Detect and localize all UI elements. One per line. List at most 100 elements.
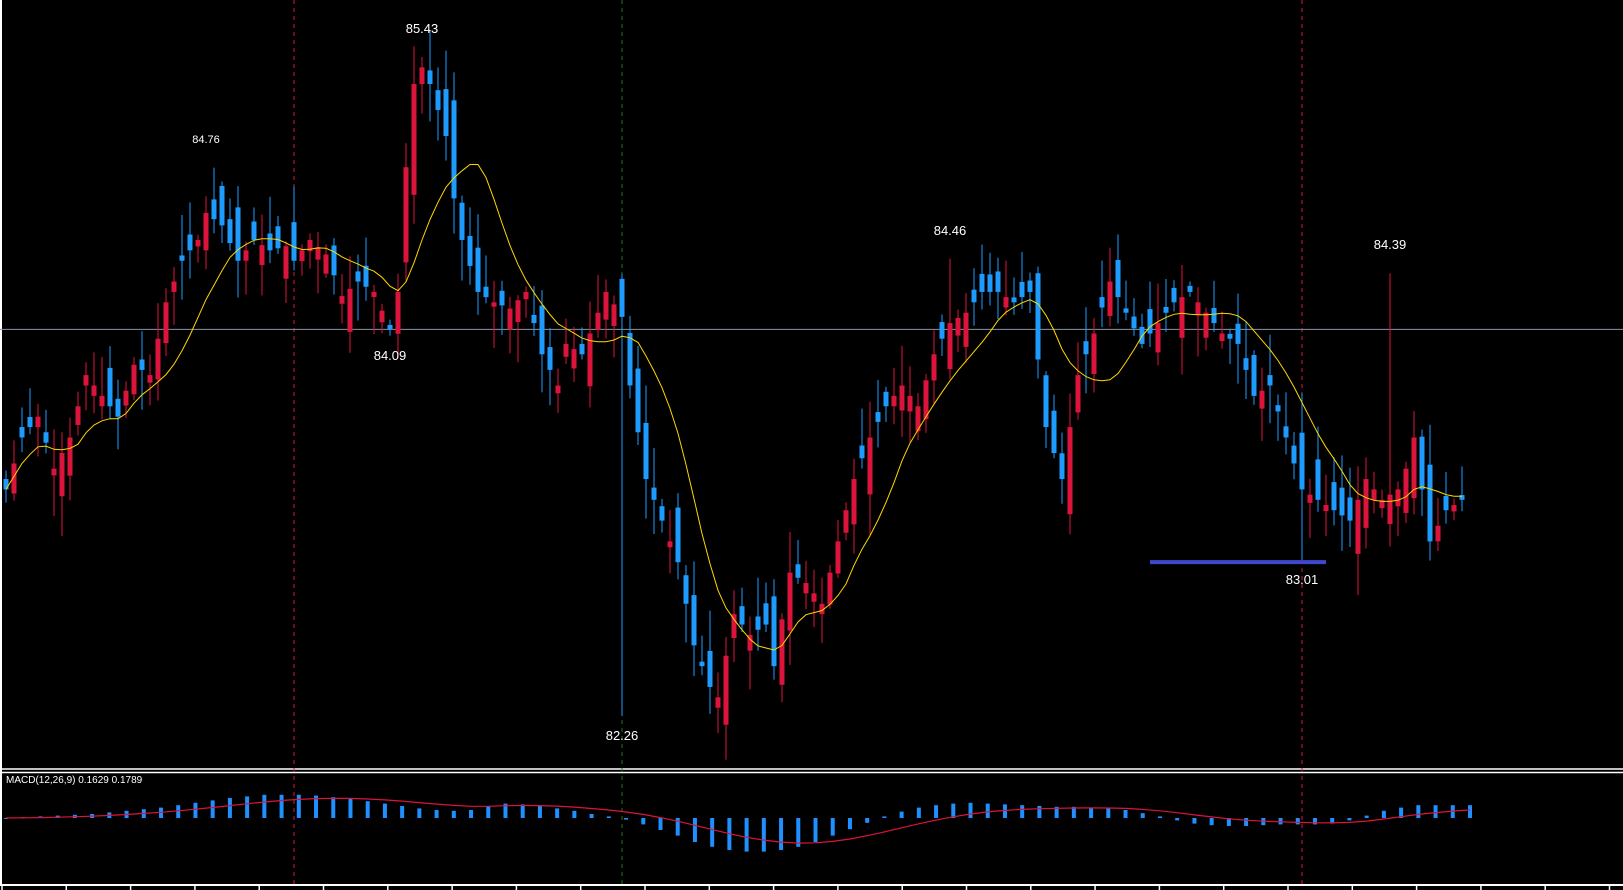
bullish-candle[interactable] [1195, 302, 1201, 316]
bullish-candle[interactable] [379, 310, 385, 323]
bullish-candle[interactable] [1355, 499, 1361, 554]
bullish-candle[interactable] [1203, 312, 1209, 338]
bearish-candle[interactable] [883, 391, 889, 407]
bearish-candle[interactable] [683, 575, 689, 604]
bearish-candle[interactable] [1299, 432, 1305, 490]
bearish-candle[interactable] [1275, 405, 1281, 412]
bullish-candle[interactable] [259, 245, 265, 266]
bearish-candle[interactable] [707, 650, 713, 687]
bearish-candle[interactable] [531, 314, 537, 324]
bullish-candle[interactable] [1411, 437, 1417, 499]
bullish-candle[interactable] [195, 239, 201, 247]
bearish-candle[interactable] [875, 412, 881, 422]
bullish-candle[interactable] [779, 619, 785, 685]
bearish-candle[interactable] [619, 278, 625, 317]
bullish-candle[interactable] [1379, 499, 1385, 509]
bearish-candle[interactable] [387, 324, 393, 330]
bearish-candle[interactable] [1011, 297, 1017, 303]
bullish-candle[interactable] [1259, 390, 1265, 409]
bearish-candle[interactable] [651, 487, 657, 500]
bearish-candle[interactable] [1283, 426, 1289, 438]
bearish-candle[interactable] [427, 70, 433, 85]
bearish-candle[interactable] [107, 367, 113, 407]
bearish-candle[interactable] [467, 235, 473, 266]
bullish-candle[interactable] [947, 323, 953, 370]
bullish-candle[interactable] [155, 338, 161, 380]
bearish-candle[interactable] [547, 347, 553, 370]
bullish-candle[interactable] [667, 541, 673, 548]
bearish-candle[interactable] [771, 596, 777, 667]
bullish-candle[interactable] [59, 453, 65, 497]
bullish-candle[interactable] [515, 300, 521, 323]
bullish-candle[interactable] [867, 437, 873, 495]
bullish-candle[interactable] [923, 380, 929, 419]
bullish-candle[interactable] [203, 212, 209, 251]
bearish-candle[interactable] [1059, 453, 1065, 480]
bearish-candle[interactable] [483, 286, 489, 298]
bearish-candle[interactable] [235, 207, 241, 261]
bullish-candle[interactable] [403, 167, 409, 263]
bullish-candle[interactable] [67, 437, 73, 476]
bullish-candle[interactable] [411, 84, 417, 195]
bearish-candle[interactable] [987, 274, 993, 292]
bearish-candle[interactable] [1163, 306, 1169, 313]
bearish-candle[interactable] [187, 234, 193, 251]
bullish-candle[interactable] [731, 614, 737, 639]
bearish-candle[interactable] [1315, 459, 1321, 500]
bullish-candle[interactable] [83, 375, 89, 386]
bearish-candle[interactable] [995, 271, 1001, 292]
bearish-candle[interactable] [115, 398, 121, 417]
bullish-candle[interactable] [51, 468, 57, 476]
bullish-candle[interactable] [819, 603, 825, 615]
bearish-candle[interactable] [1035, 273, 1041, 360]
bearish-candle[interactable] [699, 661, 705, 667]
bullish-candle[interactable] [1155, 323, 1161, 353]
bearish-candle[interactable] [1235, 323, 1241, 344]
bullish-candle[interactable] [347, 288, 353, 332]
bearish-candle[interactable] [1099, 297, 1105, 308]
bullish-candle[interactable] [147, 375, 153, 383]
bearish-candle[interactable] [1043, 375, 1049, 428]
bullish-candle[interactable] [843, 510, 849, 533]
bearish-candle[interactable] [1251, 355, 1257, 396]
bearish-candle[interactable] [1339, 487, 1345, 516]
bullish-candle[interactable] [523, 291, 529, 300]
bearish-candle[interactable] [1187, 285, 1193, 292]
bearish-candle[interactable] [1171, 287, 1177, 303]
bullish-candle[interactable] [283, 246, 289, 279]
bearish-candle[interactable] [3, 479, 9, 490]
bullish-candle[interactable] [963, 312, 969, 347]
bullish-candle[interactable] [1075, 375, 1081, 413]
bearish-candle[interactable] [1131, 316, 1137, 329]
bullish-candle[interactable] [1091, 333, 1097, 375]
bearish-candle[interactable] [979, 273, 985, 292]
bearish-candle[interactable] [435, 90, 441, 111]
bearish-candle[interactable] [1419, 436, 1425, 490]
bullish-candle[interactable] [123, 390, 129, 406]
bearish-candle[interactable] [451, 100, 457, 199]
bearish-candle[interactable] [691, 595, 697, 646]
bearish-candle[interactable] [27, 416, 33, 428]
bullish-candle[interactable] [243, 250, 249, 261]
bearish-candle[interactable] [1443, 495, 1449, 511]
bearish-candle[interactable] [19, 427, 25, 438]
bullish-candle[interactable] [99, 395, 105, 407]
bearish-candle[interactable] [971, 289, 977, 303]
bullish-candle[interactable] [787, 572, 793, 631]
bullish-candle[interactable] [595, 312, 601, 330]
bearish-candle[interactable] [1123, 308, 1129, 313]
bullish-candle[interactable] [131, 364, 137, 395]
bearish-candle[interactable] [1027, 280, 1033, 292]
bullish-candle[interactable] [91, 385, 97, 396]
bullish-candle[interactable] [11, 463, 17, 494]
bearish-candle[interactable] [1211, 307, 1217, 324]
bearish-candle[interactable] [43, 432, 49, 443]
bearish-candle[interactable] [291, 222, 297, 261]
bearish-candle[interactable] [859, 445, 865, 459]
bearish-candle[interactable] [763, 603, 769, 625]
bullish-candle[interactable] [307, 239, 313, 252]
bullish-candle[interactable] [507, 308, 513, 330]
bullish-candle[interactable] [1387, 494, 1393, 525]
bearish-candle[interactable] [227, 219, 233, 244]
bullish-candle[interactable] [1435, 525, 1441, 542]
